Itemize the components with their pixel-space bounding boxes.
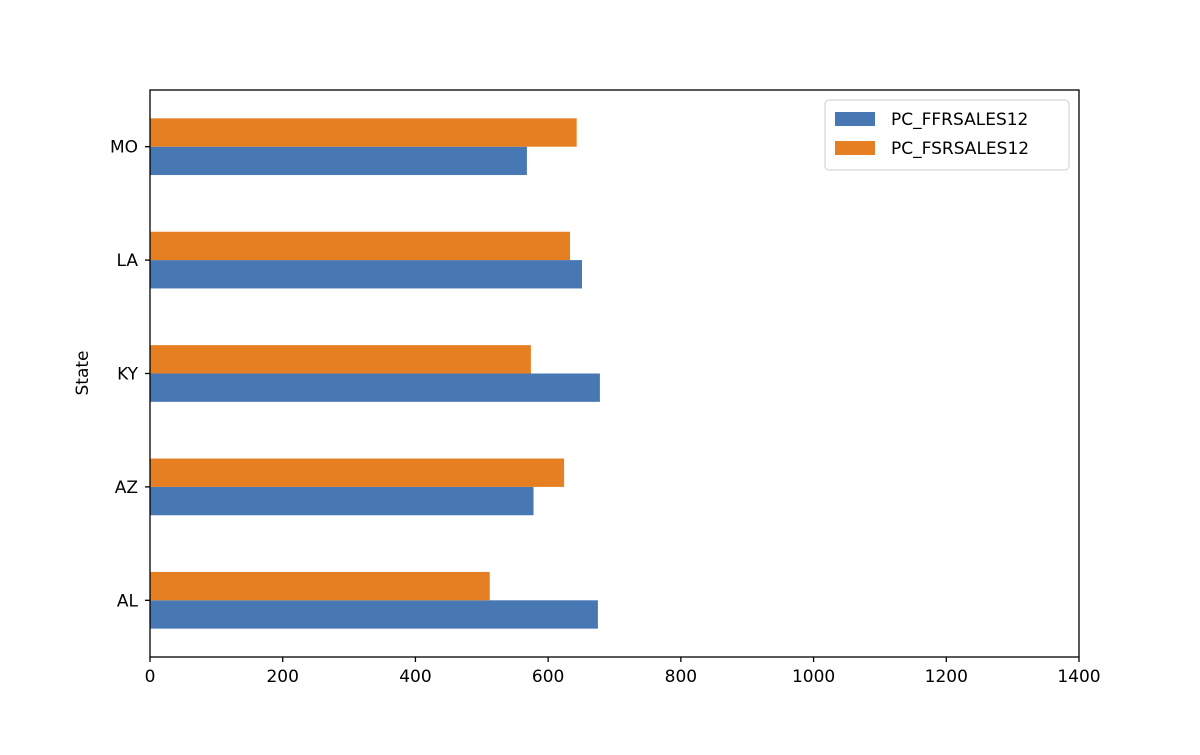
bar-pc_fsrsales12-al (150, 571, 490, 601)
y-tick-label: MO (110, 138, 138, 158)
legend-label-pc_ffrsales12: PC_FFRSALES12 (891, 110, 1028, 130)
legend: PC_FFRSALES12 PC_FSRSALES12 (824, 99, 1070, 171)
y-axis: AL AZ KY LA MO (110, 138, 150, 611)
x-tick-label: 800 (665, 667, 697, 687)
y-tick-label: AZ (115, 478, 138, 498)
x-tick-label: 1400 (1057, 667, 1100, 687)
x-tick-label: 200 (266, 667, 298, 687)
bar-pc_ffrsales12-al (150, 600, 598, 629)
x-tick-label: 0 (145, 667, 156, 687)
bar-pc_ffrsales12-az (150, 486, 534, 516)
x-tick-label: 1000 (792, 667, 835, 687)
bar-pc_fsrsales12-mo (150, 118, 577, 147)
legend-label-pc_fsrsales12: PC_FSRSALES12 (891, 139, 1029, 159)
legend-swatch-pc_ffrsales12 (835, 112, 875, 126)
y-tick-label: LA (117, 251, 139, 271)
bar-pc_fsrsales12-la (150, 231, 571, 261)
bars-layer (150, 118, 600, 629)
y-tick-label: AL (117, 591, 139, 611)
x-axis: 0 200 400 600 800 1000 1200 1400 (145, 657, 1101, 687)
bar-pc_fsrsales12-az (150, 458, 565, 487)
bar-pc_fsrsales12-ky (150, 345, 531, 374)
x-tick-label: 1200 (925, 667, 968, 687)
bar-pc_ffrsales12-ky (150, 373, 600, 402)
x-tick-label: 600 (532, 667, 564, 687)
y-axis-label: State (73, 351, 93, 396)
y-tick-label: KY (117, 365, 139, 385)
bar-pc_ffrsales12-mo (150, 146, 527, 176)
bar-pc_ffrsales12-la (150, 260, 582, 289)
x-tick-label: 400 (399, 667, 431, 687)
legend-box (824, 99, 1070, 171)
legend-swatch-pc_fsrsales12 (835, 141, 875, 155)
